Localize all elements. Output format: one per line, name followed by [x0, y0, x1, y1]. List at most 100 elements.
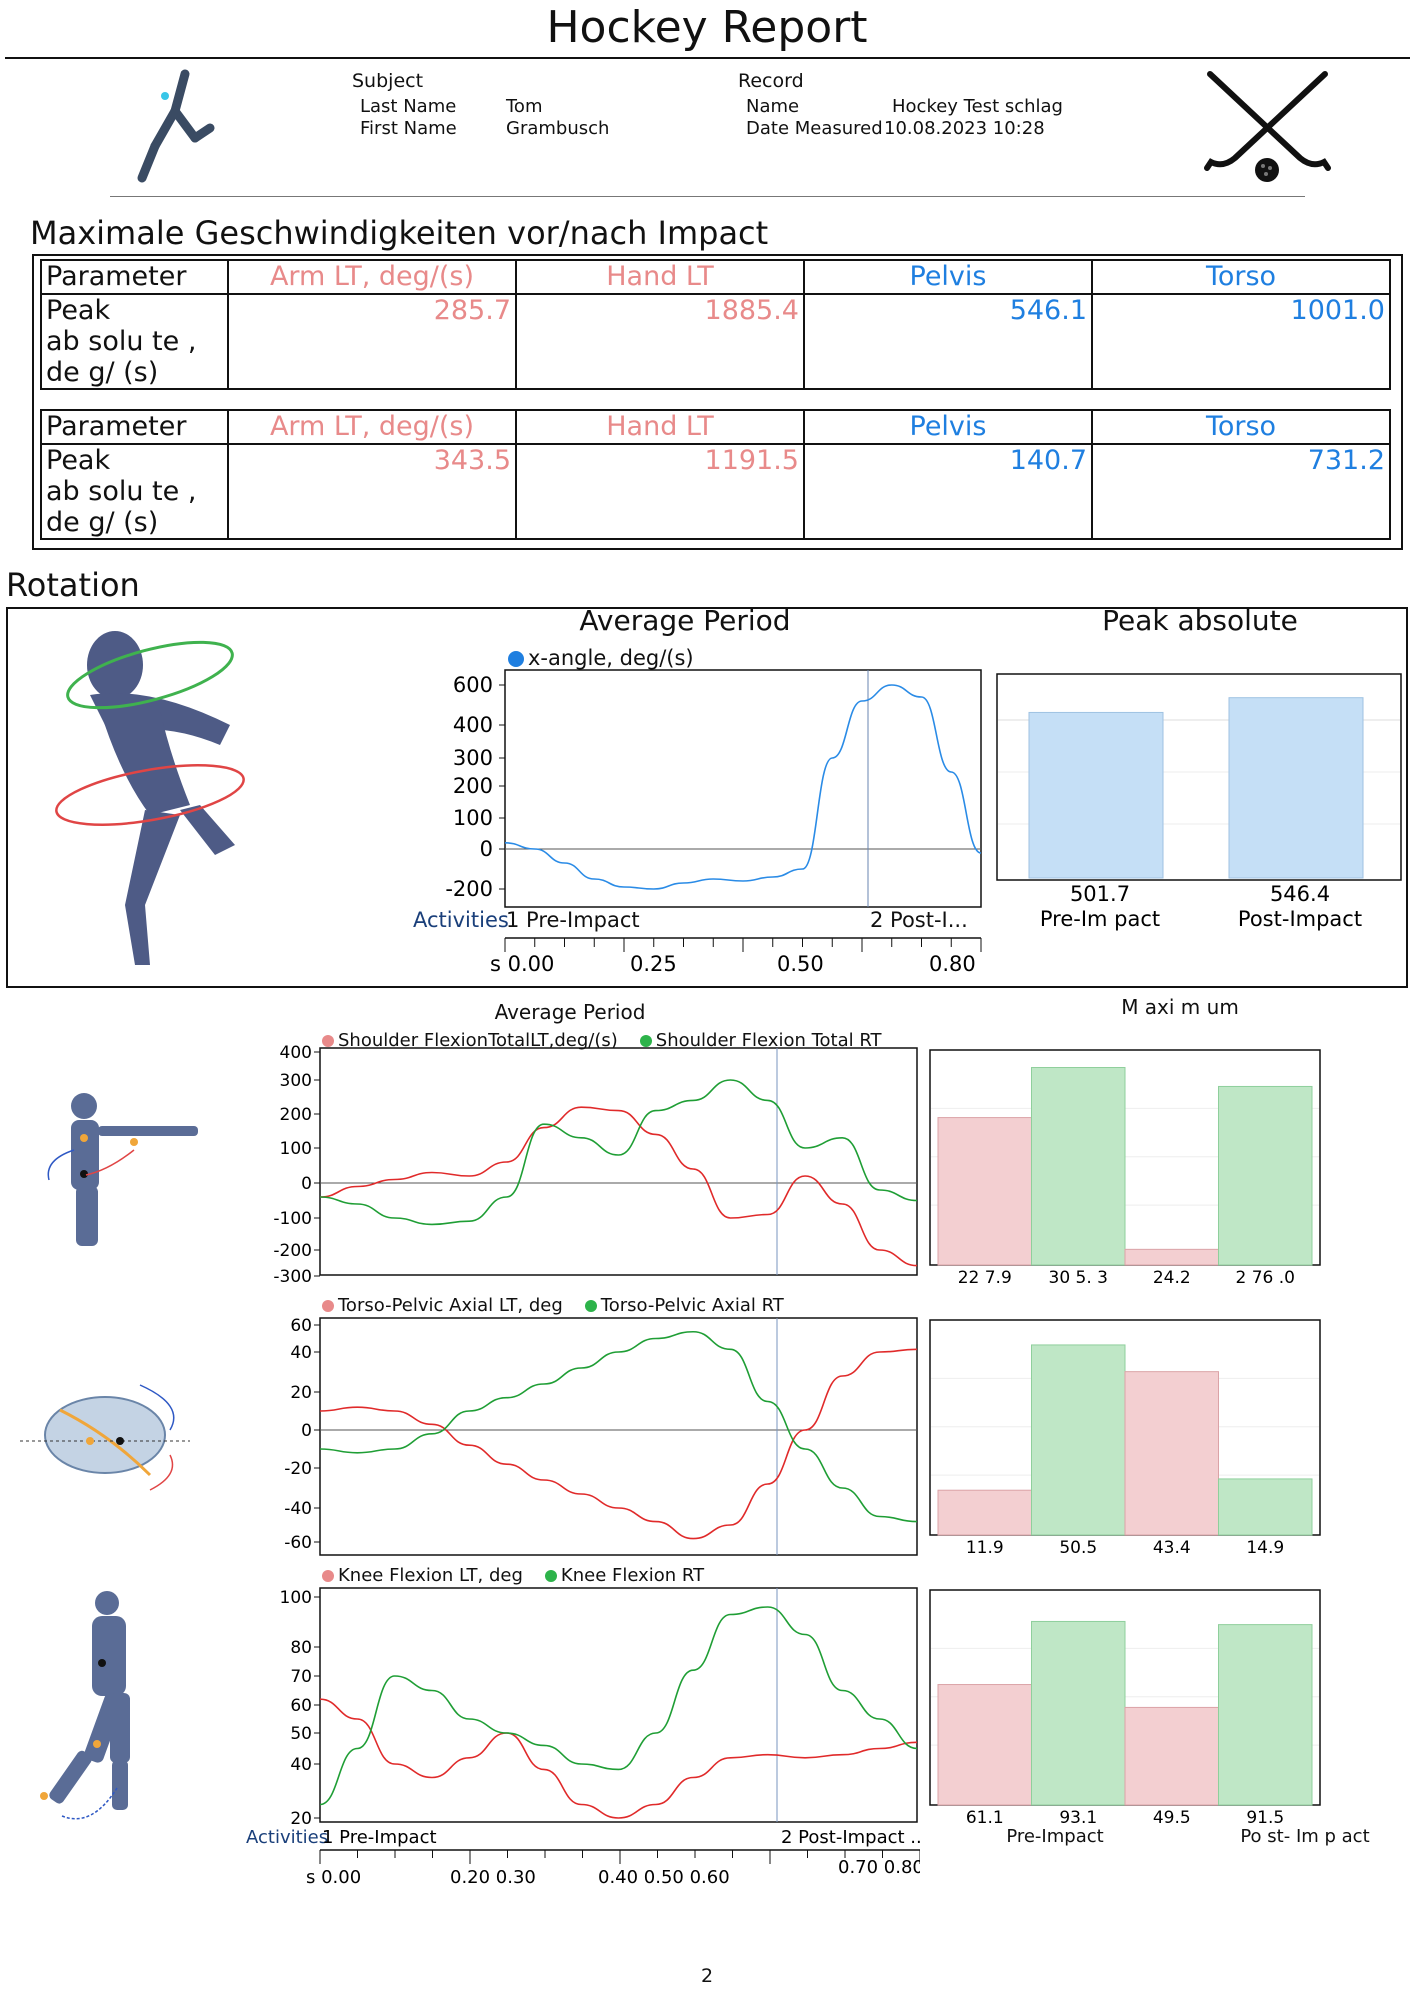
- rotation-line-chart: 600 400 300 200 100 0 -200 Activities 1 Pre-Im…: [413, 669, 982, 976]
- y-tick-label: -20: [284, 1459, 312, 1479]
- max-speed-frame: [32, 254, 1403, 550]
- legend-dot-icon: [544, 1570, 557, 1582]
- series-lt-line: [319, 1106, 918, 1267]
- plot-frame: [319, 1587, 918, 1823]
- activity-post-label: 2 Post-I...: [870, 908, 968, 932]
- cell-hand: 1191.5: [515, 443, 805, 540]
- bar-lt: [1124, 1706, 1219, 1806]
- y-tick-label: 40: [290, 1343, 312, 1363]
- lower-avg-title: Average Period: [494, 1000, 646, 1024]
- rotation-title: Rotation: [6, 566, 140, 604]
- rotation-legend-label: x-angle, deg/(s): [528, 646, 694, 670]
- report-title: Hockey Report: [546, 2, 868, 53]
- activities-label: Activities: [246, 1827, 328, 1848]
- bar-value-label: 24.2: [1153, 1268, 1191, 1288]
- legend-dot-icon: [322, 1570, 334, 1582]
- col-header-arm: Arm LT, deg/(s): [227, 259, 517, 295]
- knee-flexion-figure-icon: [40, 1591, 130, 1820]
- date-measured-label: Date Measured: [746, 118, 883, 139]
- plot-frame: [319, 1047, 918, 1276]
- col-header-hand: Hand LT: [515, 259, 805, 295]
- group-pre-label: Pre-Impact: [1006, 1826, 1104, 1847]
- first-name-label: First Name: [360, 118, 457, 139]
- plot-frame: [319, 1317, 918, 1556]
- cell-torso: 731.2: [1091, 443, 1391, 540]
- x-tick: 0.70 0.80: [838, 1857, 920, 1878]
- series-rt-line: [319, 1330, 918, 1523]
- legend-dot-icon: [508, 651, 524, 667]
- lower-max-title: M axi m um: [1121, 995, 1239, 1019]
- series-rt-line: [319, 1606, 918, 1806]
- legend-rt-label: Shoulder Flexion Total RT: [655, 1030, 882, 1051]
- y-tick-label: 60: [290, 1696, 312, 1716]
- bar-value-label: 93.1: [1059, 1808, 1097, 1828]
- y-tick-label: 100: [280, 1139, 312, 1159]
- bar-lt: [937, 1489, 1032, 1536]
- peak-bar: [1028, 711, 1164, 879]
- bar-rt: [1218, 1085, 1313, 1266]
- bar-lt: [1124, 1371, 1219, 1536]
- activities-label: Activities: [413, 908, 509, 932]
- record-label: Record: [738, 70, 804, 92]
- activity-pre-label: 1 Pre-Impact: [506, 908, 640, 932]
- y-tick-label: 70: [290, 1667, 312, 1687]
- shoulder-flexion-figure-icon: [47, 1093, 198, 1246]
- y-tick-label: 200: [453, 774, 493, 798]
- runner-figure-icon: [137, 69, 215, 183]
- bar-value-label: 546.4: [1270, 882, 1330, 906]
- bar-value-label: 50.5: [1059, 1538, 1097, 1558]
- bar-value-label: 2 76 .0: [1236, 1268, 1295, 1288]
- param-label: Parameter: [40, 409, 229, 445]
- plot-frame: [504, 669, 982, 908]
- y-tick-label: 600: [453, 673, 493, 697]
- max-speed-table-post: Parameter Arm LT, deg/(s) Hand LT Pelvis…: [40, 409, 1391, 540]
- group-post-label: Po st- Im p act: [1240, 1826, 1370, 1847]
- legend-lt-label: Torso-Pelvic Axial LT, deg: [338, 1295, 563, 1316]
- activity-post-label: 2 Post-Impact ...: [781, 1827, 920, 1848]
- bar-rt: [1218, 1478, 1313, 1536]
- title-divider: [5, 57, 1410, 59]
- x-tick: 0.25: [630, 952, 677, 976]
- bar-value-label: 501.7: [1070, 882, 1130, 906]
- y-tick-label: 80: [290, 1638, 312, 1658]
- legend-lt-label: Knee Flexion LT, deg: [338, 1565, 523, 1586]
- y-tick-label: 0: [301, 1421, 312, 1441]
- lower-legend: Shoulder FlexionTotalLT,deg/(s) Shoulder …: [322, 1030, 882, 1051]
- row-label-peak: Peak ab solu te , de g/ (s): [40, 443, 229, 540]
- y-tick-label: 0: [301, 1174, 312, 1194]
- bar-value-label: 91.5: [1246, 1808, 1284, 1828]
- bar-rt: [1031, 1067, 1126, 1266]
- col-header-pelvis: Pelvis: [803, 259, 1093, 295]
- y-tick-label: -200: [445, 877, 493, 901]
- legend-dot-icon: [322, 1035, 334, 1047]
- y-tick-label: -40: [284, 1499, 312, 1519]
- y-tick-label: -100: [273, 1209, 312, 1229]
- header-divider: [110, 196, 1305, 197]
- y-tick-label: 20: [290, 1809, 312, 1829]
- y-tick-label: 40: [290, 1755, 312, 1775]
- x-tick: 0.40 0.50 0.60: [598, 1867, 730, 1888]
- bar-value-label: 61.1: [966, 1808, 1004, 1828]
- col-header-hand: Hand LT: [515, 409, 805, 445]
- bar-rt: [1031, 1620, 1126, 1806]
- rotation-peak-title: Peak absolute: [1102, 604, 1298, 637]
- bar-value-label: 30 5. 3: [1049, 1268, 1108, 1288]
- rotation-legend: x-angle, deg/(s): [508, 646, 694, 670]
- lower-legend: Torso-Pelvic Axial LT, deg Torso-Pelvic A…: [322, 1295, 784, 1316]
- legend-lt-label: Shoulder FlexionTotalLT,deg/(s): [338, 1030, 618, 1051]
- cell-pelvis: 546.1: [803, 293, 1093, 390]
- series-lt-line: [319, 1348, 918, 1540]
- last-name-label: Last Name: [360, 96, 457, 117]
- y-tick-label: -300: [273, 1267, 312, 1287]
- series-rt-line: [319, 1079, 918, 1226]
- y-tick-label: -60: [284, 1533, 312, 1553]
- param-label: Parameter: [40, 259, 229, 295]
- x-tick: 0.20 0.30: [450, 1867, 536, 1888]
- bar-value-label: 43.4: [1153, 1538, 1191, 1558]
- x-tick: 0.80: [929, 952, 976, 976]
- x-tick: s 0.00: [306, 1867, 361, 1888]
- y-tick-label: 300: [453, 746, 493, 770]
